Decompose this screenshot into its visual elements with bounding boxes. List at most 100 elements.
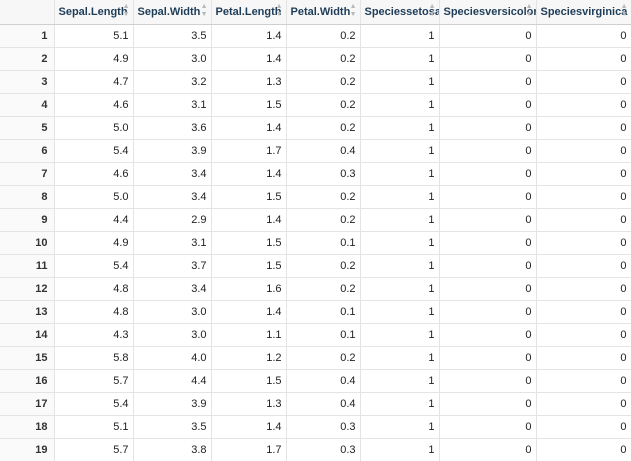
- table-cell[interactable]: 0.4: [286, 139, 361, 163]
- table-cell[interactable]: 5.8: [54, 346, 134, 370]
- table-cell[interactable]: 3.4: [133, 277, 212, 301]
- sort-arrows-icon[interactable]: ▲ ▼: [349, 3, 357, 18]
- table-cell[interactable]: 0: [439, 24, 537, 48]
- table-cell[interactable]: 3.9: [133, 139, 212, 163]
- table-cell[interactable]: 0: [536, 300, 631, 324]
- table-cell[interactable]: 0.1: [286, 323, 361, 347]
- table-cell[interactable]: 4.3: [54, 323, 134, 347]
- table-cell[interactable]: 3.8: [133, 438, 212, 461]
- table-cell[interactable]: 1.3: [211, 70, 287, 94]
- sort-arrows-icon[interactable]: ▲ ▼: [620, 3, 628, 18]
- table-cell[interactable]: 0: [536, 415, 631, 439]
- table-cell[interactable]: 0.4: [286, 369, 361, 393]
- table-cell[interactable]: 0: [439, 369, 537, 393]
- table-cell[interactable]: 1: [360, 415, 440, 439]
- table-cell[interactable]: 3.2: [133, 70, 212, 94]
- table-cell[interactable]: 0.3: [286, 162, 361, 186]
- table-cell[interactable]: 0: [439, 254, 537, 278]
- table-cell[interactable]: 3.9: [133, 392, 212, 416]
- table-cell[interactable]: 1: [360, 93, 440, 117]
- column-header-species-virginica[interactable]: Speciesvirginica ▲ ▼: [536, 0, 631, 25]
- table-cell[interactable]: 0: [439, 323, 537, 347]
- table-cell[interactable]: 5.0: [54, 185, 134, 209]
- column-header-petal-length[interactable]: Petal.Length ▲ ▼: [211, 0, 287, 25]
- column-header-species-versicolor[interactable]: Speciesversicolor ▲ ▼: [439, 0, 537, 25]
- table-cell[interactable]: 3.0: [133, 47, 212, 71]
- table-cell[interactable]: 3.0: [133, 323, 212, 347]
- table-cell[interactable]: 4.9: [54, 47, 134, 71]
- table-cell[interactable]: 0: [439, 415, 537, 439]
- table-cell[interactable]: 1.4: [211, 208, 287, 232]
- table-cell[interactable]: 1.7: [211, 139, 287, 163]
- table-cell[interactable]: 1: [360, 392, 440, 416]
- table-cell[interactable]: 0.2: [286, 277, 361, 301]
- table-cell[interactable]: 4.9: [54, 231, 134, 255]
- table-cell[interactable]: 1: [360, 116, 440, 140]
- table-cell[interactable]: 0.2: [286, 208, 361, 232]
- table-cell[interactable]: 1: [360, 438, 440, 461]
- table-cell[interactable]: 0: [439, 116, 537, 140]
- table-cell[interactable]: 0.2: [286, 254, 361, 278]
- table-cell[interactable]: 0: [439, 93, 537, 117]
- table-cell[interactable]: 1: [360, 277, 440, 301]
- table-cell[interactable]: 3.5: [133, 24, 212, 48]
- sort-arrows-icon[interactable]: ▲ ▼: [428, 3, 436, 18]
- table-cell[interactable]: 0.3: [286, 438, 361, 461]
- table-cell[interactable]: 4.4: [133, 369, 212, 393]
- table-cell[interactable]: 1.5: [211, 231, 287, 255]
- table-cell[interactable]: 1.4: [211, 47, 287, 71]
- table-cell[interactable]: 1.3: [211, 392, 287, 416]
- table-cell[interactable]: 4.8: [54, 277, 134, 301]
- table-cell[interactable]: 0: [439, 231, 537, 255]
- table-cell[interactable]: 0: [439, 185, 537, 209]
- table-cell[interactable]: 3.5: [133, 415, 212, 439]
- table-cell[interactable]: 0: [536, 277, 631, 301]
- table-cell[interactable]: 5.1: [54, 415, 134, 439]
- table-cell[interactable]: 0: [536, 139, 631, 163]
- table-cell[interactable]: 0: [536, 438, 631, 461]
- table-cell[interactable]: 1.5: [211, 93, 287, 117]
- table-cell[interactable]: 0: [439, 346, 537, 370]
- table-cell[interactable]: 0: [536, 369, 631, 393]
- table-cell[interactable]: 1: [360, 185, 440, 209]
- table-cell[interactable]: 0.2: [286, 47, 361, 71]
- table-cell[interactable]: 0.1: [286, 231, 361, 255]
- table-cell[interactable]: 0: [439, 139, 537, 163]
- table-cell[interactable]: 0: [536, 70, 631, 94]
- table-cell[interactable]: 1.4: [211, 116, 287, 140]
- table-cell[interactable]: 0: [439, 300, 537, 324]
- table-cell[interactable]: 1.4: [211, 162, 287, 186]
- sort-arrows-icon[interactable]: ▲ ▼: [200, 3, 208, 18]
- table-cell[interactable]: 1.4: [211, 415, 287, 439]
- table-cell[interactable]: 0.3: [286, 415, 361, 439]
- table-cell[interactable]: 1.6: [211, 277, 287, 301]
- table-cell[interactable]: 0: [439, 162, 537, 186]
- column-header-sepal-width[interactable]: Sepal.Width ▲ ▼: [133, 0, 212, 25]
- table-cell[interactable]: 0: [536, 24, 631, 48]
- table-cell[interactable]: 1: [360, 254, 440, 278]
- table-cell[interactable]: 3.4: [133, 162, 212, 186]
- table-cell[interactable]: 1.1: [211, 323, 287, 347]
- table-cell[interactable]: 0: [536, 93, 631, 117]
- sort-arrows-icon[interactable]: ▲ ▼: [275, 3, 283, 18]
- table-cell[interactable]: 0: [439, 438, 537, 461]
- table-cell[interactable]: 0.2: [286, 24, 361, 48]
- table-cell[interactable]: 0: [536, 208, 631, 232]
- table-cell[interactable]: 0.2: [286, 185, 361, 209]
- table-cell[interactable]: 4.4: [54, 208, 134, 232]
- table-cell[interactable]: 5.7: [54, 438, 134, 461]
- table-cell[interactable]: 0: [536, 323, 631, 347]
- table-cell[interactable]: 1: [360, 162, 440, 186]
- table-cell[interactable]: 0.1: [286, 300, 361, 324]
- table-cell[interactable]: 1: [360, 24, 440, 48]
- table-cell[interactable]: 1.7: [211, 438, 287, 461]
- table-cell[interactable]: 0.2: [286, 116, 361, 140]
- table-cell[interactable]: 4.6: [54, 93, 134, 117]
- table-cell[interactable]: 0.4: [286, 392, 361, 416]
- table-cell[interactable]: 1.5: [211, 254, 287, 278]
- table-cell[interactable]: 1.4: [211, 24, 287, 48]
- table-cell[interactable]: 0: [536, 162, 631, 186]
- table-cell[interactable]: 1.4: [211, 300, 287, 324]
- table-cell[interactable]: 0: [536, 231, 631, 255]
- table-cell[interactable]: 5.4: [54, 139, 134, 163]
